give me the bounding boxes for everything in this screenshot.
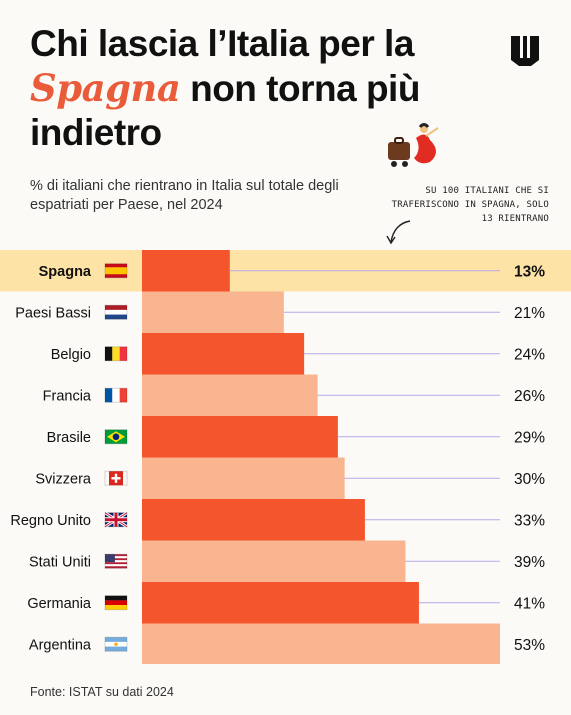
category-label: Paesi Bassi [15,305,91,321]
title-part: Chi lascia l’Italia per la [30,23,414,64]
category-label: Francia [43,388,92,404]
bar [142,291,284,333]
brazil-flag-icon [104,429,128,445]
switzerland-flag-icon [104,470,128,486]
value-label: 30% [514,471,545,488]
value-label: 41% [514,595,545,612]
value-label: 53% [514,637,545,654]
usa-flag-icon [104,553,128,569]
category-label: Stati Uniti [29,554,91,570]
bar [142,582,419,624]
value-label: 24% [514,346,545,363]
value-label: 21% [514,305,545,322]
annotation-note: Su 100 italiani che si traferiscono in S… [391,186,549,224]
category-label: Spagna [39,264,92,280]
bar [142,250,230,292]
bar-chart: Spagna 13% Paesi Bassi 21% Belgio 24% Francia 2… [0,250,571,664]
title-part: non torna più indietro [30,68,420,153]
chart-title: Chi lascia l’Italia per la Spagna non to… [30,22,430,155]
value-label: 39% [514,554,545,571]
netherlands-flag-icon [104,304,128,320]
category-label: Brasile [47,430,91,446]
bar [142,333,305,375]
category-label: Argentina [29,637,92,653]
value-label: 13% [514,263,545,280]
value-label: 26% [514,388,545,405]
category-label: Svizzera [35,471,92,487]
bar [142,457,345,499]
source-note: Fonte: ISTAT su dati 2024 [30,685,174,699]
argentina-flag-icon [104,636,128,652]
bar [142,499,365,541]
belgium-flag-icon [104,346,128,362]
value-label: 29% [514,429,545,446]
bar [142,540,406,582]
title-highlight: Spagna [30,66,181,110]
chart-subtitle: % di italiani che rientrano in Italia su… [30,178,339,213]
bar [142,416,338,458]
bar [142,374,318,416]
curved-arrow-icon [386,220,411,245]
germany-flag-icon [104,595,128,611]
category-label: Regno Unito [10,513,91,529]
value-label: 33% [514,512,545,529]
uk-flag-icon [104,511,128,529]
flamenco-dancer-icon [388,123,439,167]
france-flag-icon [104,387,128,403]
category-label: Germania [27,596,92,612]
bar [142,623,500,664]
spain-flag-icon [104,263,128,279]
publisher-logo-icon [511,36,539,66]
category-label: Belgio [51,347,91,363]
